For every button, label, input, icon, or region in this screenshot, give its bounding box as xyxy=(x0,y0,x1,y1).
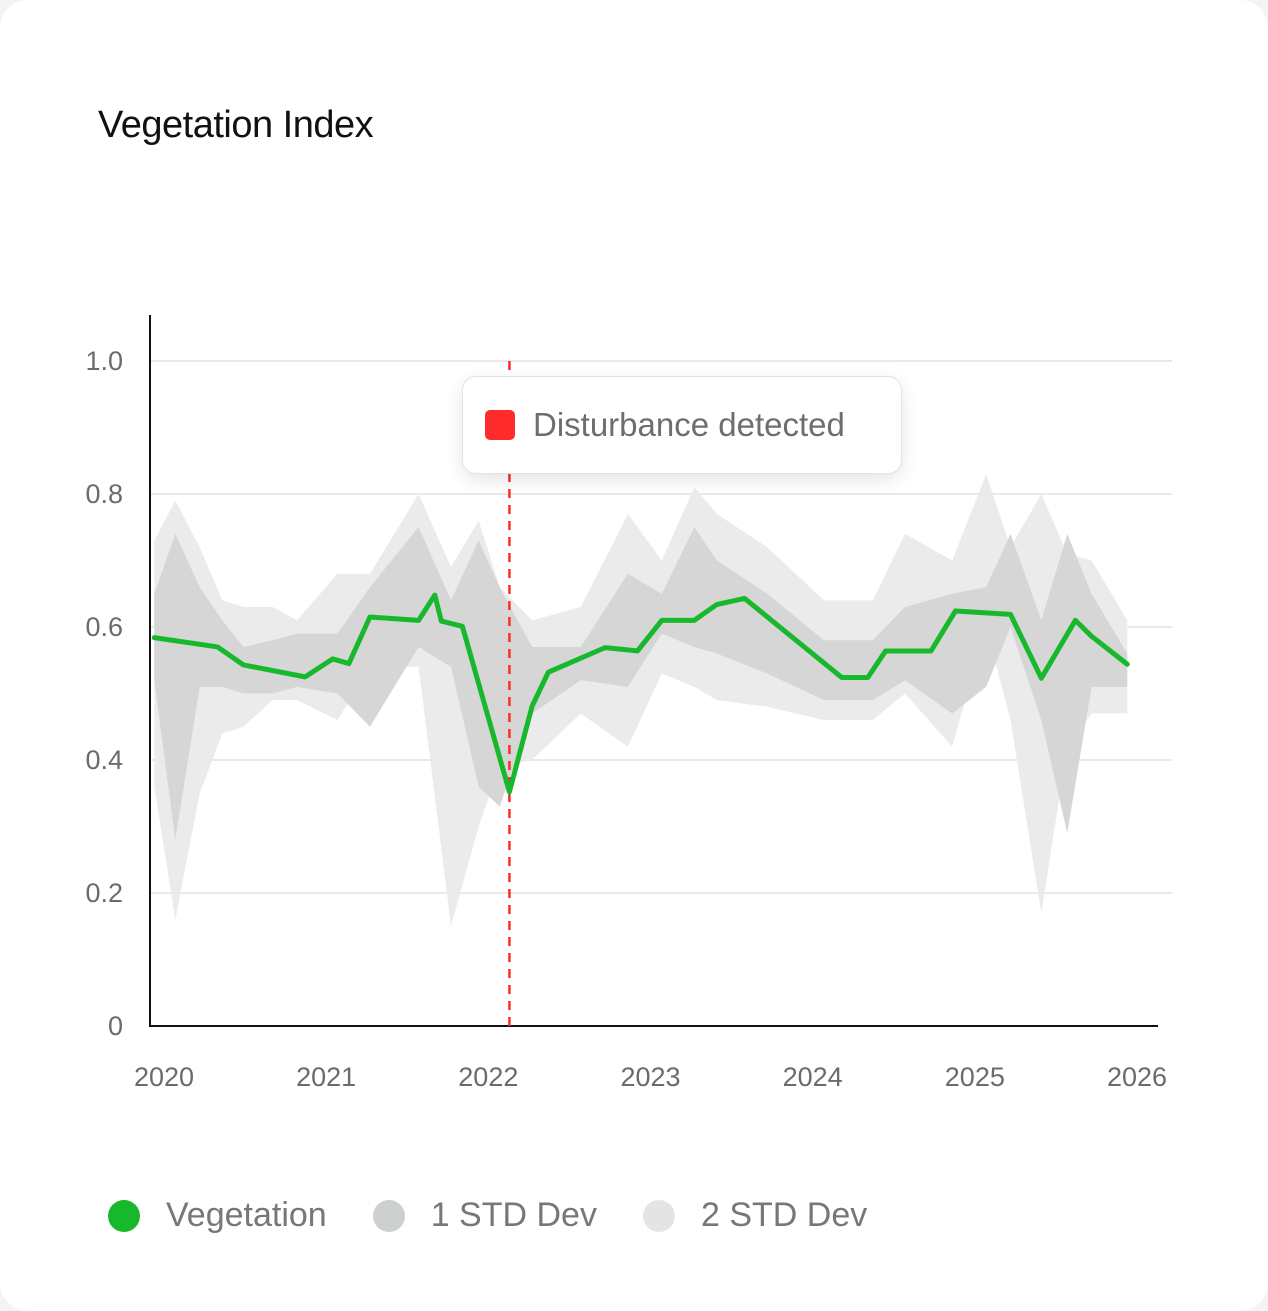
legend-item-vegetation: Vegetation xyxy=(108,1196,327,1235)
chart-legend: Vegetation 1 STD Dev 2 STD Dev xyxy=(108,1196,913,1235)
legend-label: Vegetation xyxy=(166,1196,327,1234)
legend-dot-icon xyxy=(372,1199,405,1232)
legend-label: 2 STD Dev xyxy=(700,1196,868,1234)
vegetation-series xyxy=(151,592,1130,795)
legend-item-1-std-dev: 1 STD Dev xyxy=(372,1196,597,1235)
y-tick-label: 0.6 xyxy=(85,612,123,642)
legend-item-2-std-dev: 2 STD Dev xyxy=(642,1196,868,1235)
x-tick-label: 2020 xyxy=(134,1062,194,1092)
band-1-std-dev-area xyxy=(154,527,1128,840)
x-tick-labels: 2020 2021 2022 2023 2024 2025 2026 xyxy=(134,1062,1167,1092)
x-tick-label: 2023 xyxy=(620,1062,680,1092)
x-tick-label: 2021 xyxy=(296,1062,356,1092)
axes xyxy=(149,315,1158,1027)
band-1-std-dev xyxy=(154,527,1128,840)
disturbance-tooltip: Disturbance detected xyxy=(462,376,902,474)
y-tick-label: 0 xyxy=(108,1011,123,1041)
tooltip-label: Disturbance detected xyxy=(533,406,845,443)
y-tick-label: 1.0 xyxy=(85,346,123,376)
x-tick-label: 2024 xyxy=(783,1062,843,1092)
y-tick-labels: 0 0.2 0.4 0.6 0.8 1.0 xyxy=(85,346,123,1041)
legend-label: 1 STD Dev xyxy=(430,1196,597,1234)
x-tick-label: 2025 xyxy=(945,1062,1005,1092)
disturbance-swatch-icon xyxy=(485,410,515,440)
chart-title: Vegetation Index xyxy=(98,104,374,146)
y-tick-label: 0.4 xyxy=(85,745,123,775)
band-2-std-dev-area xyxy=(154,474,1128,927)
x-tick-label: 2022 xyxy=(458,1062,518,1092)
vegetation-line xyxy=(151,592,1130,795)
x-tick-label: 2026 xyxy=(1107,1062,1167,1092)
y-tick-label: 0.8 xyxy=(85,479,123,509)
band-2-std-dev xyxy=(154,474,1128,927)
legend-dot-icon xyxy=(642,1199,675,1232)
legend-dot-icon xyxy=(108,1199,140,1232)
y-tick-label: 0.2 xyxy=(85,878,123,908)
